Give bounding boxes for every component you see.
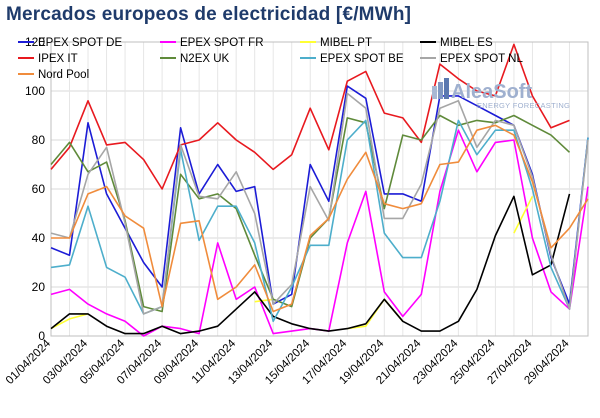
y-tick-label: 20 <box>32 280 46 294</box>
y-tick-label: 100 <box>25 84 45 98</box>
series-line-mibel-es <box>50 193 571 335</box>
chart-title: Mercados europeos de electricidad [€/MWh… <box>6 4 412 25</box>
legend-label: MIBEL ES <box>440 37 493 49</box>
aleasoft-logo: AleaSoft ENERGY FORECASTING <box>432 78 570 110</box>
series-lines <box>50 43 589 337</box>
series-line-epex-spot-be <box>50 119 589 323</box>
legend: EPEX SPOT DE EPEX SPOT FR MIBEL PT MIBEL ES… <box>18 37 523 81</box>
legend-label: N2EX UK <box>180 53 230 65</box>
legend-label: IPEX IT <box>38 53 78 65</box>
legend-label: Nord Pool <box>38 69 89 81</box>
legend-label: EPEX SPOT DE <box>38 37 122 49</box>
series-line-epex-spot-de <box>50 85 589 305</box>
legend-label: EPEX SPOT FR <box>180 37 264 49</box>
series-line-ipex-it <box>50 43 570 190</box>
series-line-mibel-pt <box>51 194 588 329</box>
y-tick-label: 80 <box>32 133 46 147</box>
y-tick-label: 40 <box>32 231 46 245</box>
logo-icon <box>432 78 449 99</box>
legend-label: MIBEL PT <box>320 37 372 49</box>
y-tick-label: 0 <box>38 329 45 343</box>
y-tick-label: 120 <box>25 35 45 49</box>
series-line-nord-pool <box>51 124 589 313</box>
legend-label: EPEX SPOT BE <box>320 53 404 65</box>
legend-label: EPEX SPOT NL <box>440 53 523 65</box>
y-tick-label: 60 <box>32 182 46 196</box>
series-line-epex-spot-fr <box>50 129 589 337</box>
series-line-epex-spot-nl <box>50 92 589 315</box>
logo-tagline: ENERGY FORECASTING <box>477 101 570 110</box>
logo-name: AleaSoft <box>451 81 532 103</box>
grid <box>50 41 589 337</box>
